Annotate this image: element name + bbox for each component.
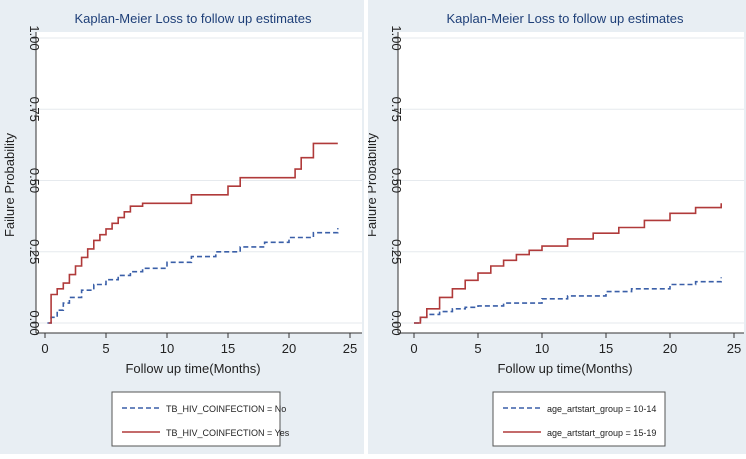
- x-tick-label: 20: [663, 341, 677, 356]
- legend-label-2: age_artstart_group = 15-19: [547, 428, 656, 438]
- x-tick-label: 0: [41, 341, 48, 356]
- y-tick-label: 0.00: [27, 310, 42, 335]
- y-tick-label: 1.00: [27, 25, 42, 50]
- y-tick-label: 0.75: [27, 97, 42, 122]
- y-axis-label: Failure Probability: [2, 132, 17, 237]
- y-tick-label: 1.00: [389, 25, 404, 50]
- y-tick-label: 0.00: [389, 310, 404, 335]
- plot-area: [36, 32, 362, 333]
- chart-panel-2: Kaplan-Meier Loss to follow up estimates…: [364, 0, 746, 454]
- y-tick-label: 0.75: [389, 97, 404, 122]
- series-line-1: [414, 277, 722, 324]
- series-line-1: [47, 228, 339, 324]
- x-tick-label: 10: [160, 341, 174, 356]
- legend-label-1: age_artstart_group = 10-14: [547, 404, 656, 414]
- legend-box: [492, 391, 666, 447]
- x-tick-label: 10: [535, 341, 549, 356]
- chart-title: Kaplan-Meier Loss to follow up estimates: [446, 11, 684, 26]
- series-line-2: [48, 142, 338, 324]
- x-tick-label: 0: [410, 341, 417, 356]
- chart-title: Kaplan-Meier Loss to follow up estimates: [74, 11, 312, 26]
- legend-label-2: TB_HIV_COINFECTION = Yes: [166, 428, 290, 438]
- y-tick-label: 0.50: [27, 168, 42, 193]
- series-line-2: [414, 203, 722, 324]
- x-tick-label: 15: [599, 341, 613, 356]
- chart-panel-1: Kaplan-Meier Loss to follow up estimates…: [0, 0, 364, 454]
- x-tick-label: 15: [221, 341, 235, 356]
- x-axis-label: Follow up time(Months): [497, 361, 632, 376]
- legend-box: [111, 391, 281, 447]
- legend-label-1: TB_HIV_COINFECTION = No: [166, 404, 286, 414]
- y-tick-label: 0.25: [27, 239, 42, 264]
- panel-divider: [364, 0, 368, 454]
- x-tick-label: 25: [727, 341, 741, 356]
- y-tick-label: 0.25: [389, 239, 404, 264]
- x-axis-label: Follow up time(Months): [125, 361, 260, 376]
- x-tick-label: 20: [282, 341, 296, 356]
- x-tick-label: 5: [474, 341, 481, 356]
- x-tick-label: 25: [343, 341, 357, 356]
- y-tick-label: 0.50: [389, 168, 404, 193]
- plot-area: [398, 32, 744, 333]
- x-tick-label: 5: [102, 341, 109, 356]
